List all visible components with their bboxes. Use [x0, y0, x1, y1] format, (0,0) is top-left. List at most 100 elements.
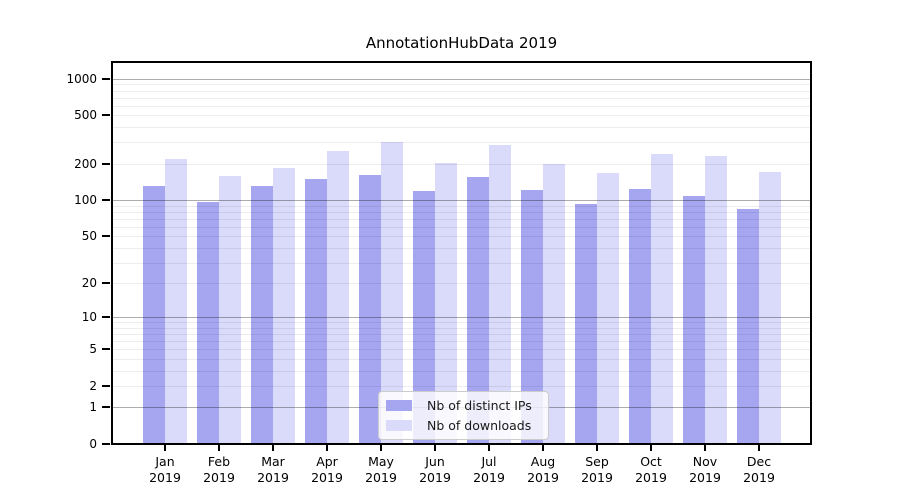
x-tick-label-jul: Jul 2019 — [459, 454, 519, 486]
bar-downloads-nov — [705, 156, 727, 444]
bar-downloads-aug — [543, 163, 565, 444]
bar-downloads-jul — [489, 144, 511, 444]
x-tick-mark — [650, 444, 652, 451]
legend: Nb of distinct IPs Nb of downloads — [378, 391, 549, 440]
x-tick-label-dec: Dec 2019 — [729, 454, 789, 486]
x-tick-label-jun: Jun 2019 — [405, 454, 465, 486]
y-tick-mark — [102, 348, 110, 351]
y-tick-label: 100 — [74, 193, 97, 208]
y-tick-label: 200 — [74, 156, 97, 171]
bar-ips-feb — [197, 201, 219, 444]
y-tick-mark — [102, 114, 110, 117]
y-tick-mark — [102, 77, 110, 80]
x-tick-year: 2019 — [743, 470, 775, 485]
x-tick-label-may: May 2019 — [351, 454, 411, 486]
x-tick-mark — [488, 444, 490, 451]
x-tick-mark — [596, 444, 598, 451]
bar-downloads-oct — [651, 153, 673, 444]
legend-swatch-ips — [386, 400, 412, 411]
bar-ips-jan — [143, 186, 165, 444]
x-tick-mark — [542, 444, 544, 451]
y-tick-mark — [102, 199, 110, 202]
y-tick-label: 10 — [81, 310, 97, 325]
y-tick-mark — [102, 406, 110, 409]
x-tick-label-apr: Apr 2019 — [297, 454, 357, 486]
minor-gridline — [112, 127, 811, 129]
minor-gridline — [112, 105, 811, 107]
legend-label: Nb of downloads — [427, 418, 532, 433]
y-tick-label: 0 — [89, 437, 97, 451]
x-tick-year: 2019 — [203, 470, 235, 485]
bar-downloads-dec — [759, 171, 781, 444]
bar-downloads-apr — [327, 150, 349, 444]
x-tick-mark — [272, 444, 274, 451]
minor-gridline — [112, 115, 811, 117]
x-tick-mark — [758, 444, 760, 451]
bar-ips-apr — [305, 178, 327, 444]
bar-ips-nov — [683, 195, 705, 444]
major-gridline — [112, 78, 811, 80]
x-tick-year: 2019 — [149, 470, 181, 485]
x-tick-label-jan: Jan 2019 — [135, 454, 195, 486]
x-tick-year: 2019 — [473, 470, 505, 485]
y-tick-label: 2 — [89, 378, 97, 393]
bar-downloads-sep — [597, 172, 619, 444]
legend-swatch-downloads — [386, 420, 412, 431]
x-tick-mark — [218, 444, 220, 451]
x-tick-mark — [380, 444, 382, 451]
bar-ips-jul — [467, 176, 489, 444]
y-tick-mark — [102, 282, 110, 285]
x-tick-year: 2019 — [581, 470, 613, 485]
minor-gridline — [112, 84, 811, 86]
x-tick-mark — [326, 444, 328, 451]
x-tick-mark — [164, 444, 166, 451]
y-tick-label: 1 — [89, 400, 97, 415]
x-tick-year: 2019 — [365, 470, 397, 485]
x-tick-label-feb: Feb 2019 — [189, 454, 249, 486]
x-tick-year: 2019 — [689, 470, 721, 485]
y-tick-label: 500 — [74, 108, 97, 123]
bar-ips-oct — [629, 188, 651, 444]
x-tick-label-nov: Nov 2019 — [675, 454, 735, 486]
x-tick-mark — [434, 444, 436, 451]
x-tick-year: 2019 — [635, 470, 667, 485]
bar-downloads-jan — [165, 158, 187, 444]
y-tick-mark — [102, 443, 110, 445]
chart-title: AnnotationHubData 2019 — [365, 34, 558, 52]
bar-downloads-jun — [435, 162, 457, 444]
x-tick-year: 2019 — [257, 470, 289, 485]
x-tick-label-oct: Oct 2019 — [621, 454, 681, 486]
x-tick-mark — [704, 444, 706, 451]
plot-area: Nb of distinct IPs Nb of downloads 1000 50… — [66, 61, 812, 485]
bar-downloads-may — [381, 142, 403, 444]
legend-item: Nb of downloads — [386, 418, 540, 433]
minor-gridline — [112, 90, 811, 92]
x-tick-label-mar: Mar 2019 — [243, 454, 303, 486]
x-tick-year: 2019 — [527, 470, 559, 485]
bar-ips-jun — [413, 190, 435, 444]
x-tick-year: 2019 — [311, 470, 343, 485]
x-tick-label-sep: Sep 2019 — [567, 454, 627, 486]
bar-downloads-mar — [273, 168, 295, 444]
x-tick-year: 2019 — [419, 470, 451, 485]
y-tick-mark — [102, 384, 110, 387]
bar-ips-sep — [575, 204, 597, 444]
y-tick-label: 50 — [81, 229, 97, 244]
y-tick-label: 5 — [89, 342, 97, 357]
bar-ips-may — [359, 175, 381, 444]
bar-downloads-feb — [219, 176, 241, 444]
bar-ips-mar — [251, 186, 273, 444]
bar-ips-aug — [521, 189, 543, 444]
y-tick-label: 1000 — [66, 71, 97, 86]
y-tick-mark — [102, 162, 110, 165]
legend-label: Nb of distinct IPs — [427, 398, 532, 413]
y-tick-mark — [102, 316, 110, 319]
y-tick-mark — [102, 235, 110, 238]
minor-gridline — [112, 97, 811, 99]
legend-item: Nb of distinct IPs — [386, 398, 540, 413]
bar-ips-dec — [737, 208, 759, 444]
y-tick-label: 20 — [81, 276, 97, 291]
x-tick-label-aug: Aug 2019 — [513, 454, 573, 486]
minor-gridline — [112, 142, 811, 144]
